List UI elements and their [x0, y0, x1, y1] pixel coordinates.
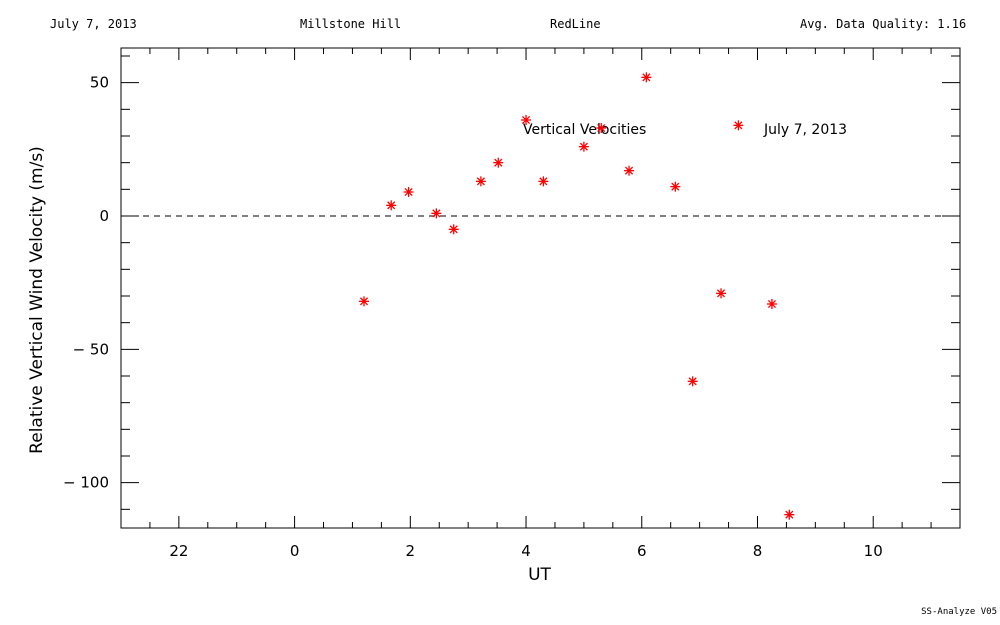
plot-frame [120, 47, 961, 529]
data-point [475, 176, 486, 187]
data-point [624, 165, 635, 176]
data-point [687, 376, 698, 387]
header-date: July 7, 2013 [50, 17, 137, 31]
data-point [431, 208, 442, 219]
x-tick-label: 0 [290, 542, 300, 560]
data-point [386, 200, 397, 211]
header-line: RedLine [550, 17, 601, 31]
data-point [766, 299, 777, 309]
data-point [716, 288, 727, 299]
data-point [641, 72, 652, 83]
x-tick-label: 4 [521, 542, 531, 560]
x-tick-label: 2 [406, 542, 416, 560]
y-tick-label: 50 [90, 74, 109, 92]
data-point [733, 120, 744, 131]
data-point [403, 187, 414, 197]
data-point [521, 115, 532, 125]
y-tick-label: − 100 [63, 474, 109, 492]
y-tick-labels: 50 0 − 50 − 100 [63, 74, 109, 492]
data-point [493, 157, 504, 168]
x-tick-label: 8 [753, 542, 763, 560]
y-axis-title: Relative Vertical Wind Velocity (m/s) [27, 146, 47, 454]
footer-version: SS-Analyze V05 [921, 607, 997, 617]
header-quality: Avg. Data Quality: 1.16 [800, 17, 967, 31]
data-point [578, 141, 589, 152]
y-tick-label: 0 [99, 207, 109, 225]
x-tick-label: 22 [169, 542, 188, 560]
data-point [448, 224, 459, 235]
data-points [359, 72, 795, 520]
x-tick-labels: 22 0 2 4 6 8 10 [169, 542, 882, 560]
data-point [670, 181, 681, 192]
data-point [359, 296, 370, 307]
annotation-vertical-velocities: Vertical Velocities [523, 122, 646, 138]
data-point [596, 123, 607, 133]
annotation-date: July 7, 2013 [763, 122, 847, 138]
y-tick-label: − 50 [73, 340, 109, 358]
x-tick-label: 6 [637, 542, 647, 560]
data-point [538, 176, 549, 187]
data-point [784, 509, 795, 520]
x-axis-title: UT [528, 565, 551, 585]
header-site: Millstone Hill [300, 17, 402, 31]
x-tick-label: 10 [864, 542, 883, 560]
axis-ticks [121, 48, 961, 528]
